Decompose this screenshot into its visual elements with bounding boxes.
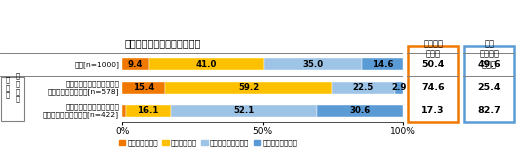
Text: 22.5: 22.5 [353, 83, 374, 92]
Text: 社
会
参
加: 社 会 参 加 [16, 73, 20, 102]
Text: 9.4: 9.4 [127, 60, 143, 69]
Bar [171, 105, 317, 117]
Text: 自分の仕事が、社会の役に
立っていると感じる[n=578]: 自分の仕事が、社会の役に 立っていると感じる[n=578] [47, 80, 119, 95]
Text: 74.6: 74.6 [421, 83, 445, 92]
Text: そう
思わない
（計）: そう 思わない （計） [479, 39, 499, 69]
Text: 15.4: 15.4 [133, 83, 154, 92]
Text: 仕事にやりがいを感じている: 仕事にやりがいを感じている [125, 38, 201, 48]
Bar [122, 82, 165, 94]
Text: 16.1: 16.1 [137, 106, 159, 115]
Text: 2.9: 2.9 [391, 83, 407, 92]
Bar [122, 58, 149, 70]
Bar [122, 105, 125, 117]
Bar [362, 58, 403, 70]
Text: 50.4: 50.4 [422, 60, 445, 69]
Bar [317, 105, 403, 117]
Text: 自分の仕事が、社会の役に
立っていると感じない[n=422]: 自分の仕事が、社会の役に 立っていると感じない[n=422] [43, 103, 119, 118]
Bar [332, 82, 395, 94]
Bar [395, 82, 403, 94]
Text: 30.6: 30.6 [349, 106, 371, 115]
Bar [165, 82, 332, 94]
Text: 82.7: 82.7 [477, 106, 501, 115]
Bar [125, 105, 171, 117]
Legend: 非常にそう思う, ややそう思う, あまりそう思わない, 全くそう思わない: 非常にそう思う, ややそう思う, あまりそう思わない, 全くそう思わない [115, 137, 301, 149]
Bar [464, 46, 514, 122]
Text: 25.4: 25.4 [477, 83, 501, 92]
Text: 59.2: 59.2 [238, 83, 259, 92]
Bar [408, 46, 458, 122]
Text: 17.3: 17.3 [421, 106, 445, 115]
Bar [264, 58, 362, 70]
Text: 14.6: 14.6 [372, 60, 393, 69]
Text: 41.0: 41.0 [196, 60, 217, 69]
Text: そう思う
（計）: そう思う （計） [423, 39, 443, 59]
Bar [1, 77, 24, 121]
Text: 全体[n=1000]: 全体[n=1000] [74, 61, 119, 68]
Bar [149, 58, 264, 70]
Text: 52.1: 52.1 [233, 106, 255, 115]
Text: 49.6: 49.6 [477, 60, 501, 69]
Text: 意
識
別: 意 識 別 [6, 77, 10, 99]
Text: 35.0: 35.0 [302, 60, 323, 69]
